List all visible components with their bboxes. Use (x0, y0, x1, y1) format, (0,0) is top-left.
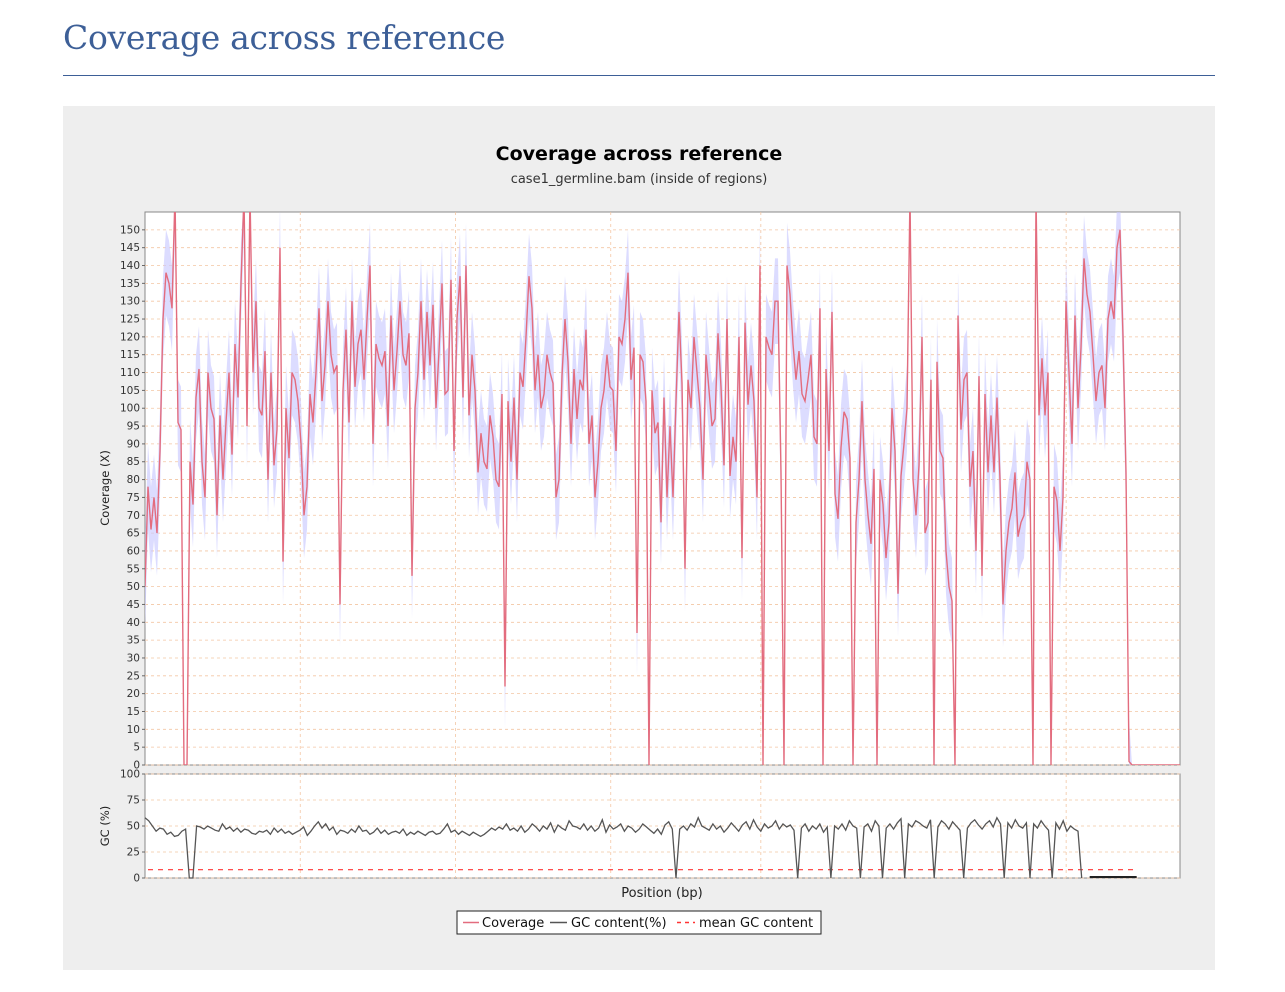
coverage-tick-label: 20 (127, 688, 140, 700)
gc-line (144, 816, 1083, 879)
coverage-tick-label: 140 (120, 260, 140, 272)
gc-tick-label: 75 (127, 795, 140, 807)
coverage-tick-label: 85 (127, 456, 140, 468)
coverage-tick-label: 40 (127, 617, 140, 629)
page-title: Coverage across reference (63, 18, 506, 57)
coverage-tick-label: 90 (127, 438, 140, 450)
legend-label-mean-gc: mean GC content (699, 916, 813, 931)
coverage-tick-label: 130 (120, 296, 140, 308)
coverage-tick-label: 150 (120, 224, 140, 236)
coverage-tick-label: 125 (120, 314, 140, 326)
x-axis-label: Position (bp) (621, 886, 702, 901)
gc-tick-label: 25 (127, 847, 140, 859)
chart-figure: Coverage across reference case1_germline… (63, 106, 1215, 970)
coverage-y-ticks: 0 5 10 15 20 25 30 35 40 45 50 55 60 65 70 75 80 85 90 95 10… (120, 224, 145, 772)
coverage-tick-label: 70 (127, 510, 140, 522)
coverage-tick-label: 35 (127, 635, 140, 647)
coverage-tick-label: 25 (127, 670, 140, 682)
gc-tick-label: 50 (127, 821, 140, 833)
coverage-tick-label: 80 (127, 474, 140, 486)
legend-label-gc: GC content(%) (571, 916, 667, 931)
coverage-tick-label: 115 (120, 349, 140, 361)
legend-box (456, 910, 822, 935)
chart-title: Coverage across reference (496, 143, 783, 165)
coverage-tick-label: 45 (127, 599, 140, 611)
coverage-tick-label: 75 (127, 492, 140, 504)
coverage-tick-label: 60 (127, 545, 140, 557)
gc-grid (145, 773, 1180, 879)
heading-divider (63, 75, 1215, 76)
gc-tick-label: 0 (133, 873, 140, 885)
coverage-tick-label: 145 (120, 242, 140, 254)
coverage-tick-label: 65 (127, 528, 140, 540)
coverage-tick-label: 135 (120, 278, 140, 290)
coverage-tick-label: 120 (120, 331, 140, 343)
legend-label-coverage: Coverage (482, 916, 544, 931)
coverage-tick-label: 95 (127, 421, 140, 433)
coverage-tick-label: 30 (127, 652, 140, 664)
coverage-line (145, 212, 1180, 765)
gc-y-ticks: 0 25 50 75 100 (120, 769, 145, 885)
coverage-tick-label: 110 (120, 367, 140, 379)
coverage-chart: Coverage across reference case1_germline… (98, 143, 1181, 935)
legend: Coverage GC content(%) mean GC content (456, 910, 822, 935)
coverage-tick-label: 10 (127, 724, 140, 736)
coverage-tick-label: 55 (127, 563, 140, 575)
gc-tick-label: 100 (120, 769, 140, 781)
coverage-tick-label: 15 (127, 706, 140, 718)
coverage-tick-label: 50 (127, 581, 140, 593)
chart-subtitle: case1_germline.bam (inside of regions) (511, 172, 768, 187)
gc-series (144, 816, 1137, 879)
coverage-tick-label: 0 (133, 760, 140, 772)
coverage-series (145, 212, 1180, 765)
coverage-tick-label: 5 (133, 742, 140, 754)
coverage-tick-label: 105 (120, 385, 140, 397)
coverage-tick-label: 100 (120, 403, 140, 415)
coverage-y-axis-label: Coverage (X) (98, 450, 112, 526)
gc-y-axis-label: GC (%) (98, 806, 112, 847)
